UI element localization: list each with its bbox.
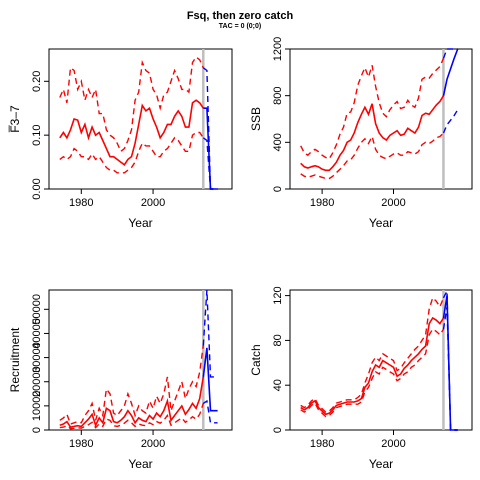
fbar-y-axis-label: F̅3–7 xyxy=(8,105,22,133)
recruitment-y-tick-label: 30000 xyxy=(31,342,43,373)
fbar-projection-estimate xyxy=(203,107,218,190)
fbar-historic-upper-bound xyxy=(59,56,204,153)
fbar-y-tick-label: 0.10 xyxy=(31,124,43,145)
recruitment-plot-frame xyxy=(48,289,233,431)
catch-y-tick-label: 40 xyxy=(272,379,284,391)
recruitment-y-axis-label: Recruitment xyxy=(8,327,22,392)
ssb-historic-upper-bound xyxy=(300,58,445,160)
catch-y-tick-label: 120 xyxy=(272,286,284,304)
recruitment-projection-upper-bound xyxy=(202,289,218,378)
recruitment-projection-lower-bound xyxy=(202,399,218,424)
catch-y-tick-label: 80 xyxy=(272,334,284,346)
recruitment-x-tick-label: 1980 xyxy=(69,438,93,450)
catch-plot-frame xyxy=(289,289,473,431)
catch-historic-upper-bound xyxy=(300,296,445,413)
ssb-plot-frame xyxy=(289,48,473,190)
catch-historic-lower-bound xyxy=(300,328,445,418)
catch-y-tick-label: 0 xyxy=(272,427,284,433)
catch-x-tick-label: 1980 xyxy=(310,438,334,450)
recruitment-y-tick-label: 50000 xyxy=(31,294,43,325)
fbar-y-tick-label: 0.20 xyxy=(31,71,43,92)
fbar-historic-lower-bound xyxy=(59,131,204,174)
recruitment-y-tick-label: 0 xyxy=(31,427,43,433)
catch-y-axis-label: Catch xyxy=(249,344,263,375)
ssb-y-tick-label: 0 xyxy=(272,186,284,192)
recruitment-historic-lower-bound xyxy=(59,403,204,430)
ssb-y-axis-label: SSB xyxy=(249,107,263,131)
recruitment-y-tick-label: 20000 xyxy=(31,366,43,397)
recruitment-historic-upper-bound xyxy=(59,345,204,425)
catch-projection-estimate xyxy=(442,295,458,431)
recruitment-y-tick-label: 10000 xyxy=(31,391,43,422)
chart-title: Fsq, then zero catch xyxy=(186,10,294,22)
ssb-x-axis-label: Year xyxy=(369,216,393,230)
ssb-historic-lower-bound xyxy=(300,132,444,180)
fbar-y-tick-label: 0.00 xyxy=(31,178,43,199)
ssb-y-tick-label: 1200 xyxy=(272,37,284,61)
chart-subtitle: TAC = 0 (0;0) xyxy=(218,23,262,30)
fbar-x-axis-label: Year xyxy=(128,216,152,230)
ssb-projection-estimate xyxy=(442,48,459,96)
fbar-x-tick-label: 2000 xyxy=(141,197,165,209)
fbar-plot-frame xyxy=(48,48,233,190)
ssb-projection-lower-bound xyxy=(442,109,459,134)
ssb-x-tick-label: 1980 xyxy=(310,197,334,209)
recruitment-y-tick-label: 40000 xyxy=(31,318,43,349)
catch-x-axis-label: Year xyxy=(369,457,393,471)
fbar-historic-estimate xyxy=(59,99,204,166)
recruitment-x-tick-label: 2000 xyxy=(141,438,165,450)
ssb-historic-estimate xyxy=(300,95,445,172)
ssb-y-tick-label: 800 xyxy=(272,86,284,104)
recruitment-projection-estimate xyxy=(202,347,218,412)
ssb-y-tick-label: 400 xyxy=(272,133,284,151)
ssb-x-tick-label: 2000 xyxy=(381,197,405,209)
fbar-x-tick-label: 1980 xyxy=(69,197,93,209)
catch-x-tick-label: 2000 xyxy=(381,438,405,450)
catch-historic-estimate xyxy=(300,316,445,416)
recruitment-x-axis-label: Year xyxy=(128,457,152,471)
ssb-projection-upper-bound xyxy=(442,48,458,59)
recruitment-historic-estimate xyxy=(59,376,205,428)
